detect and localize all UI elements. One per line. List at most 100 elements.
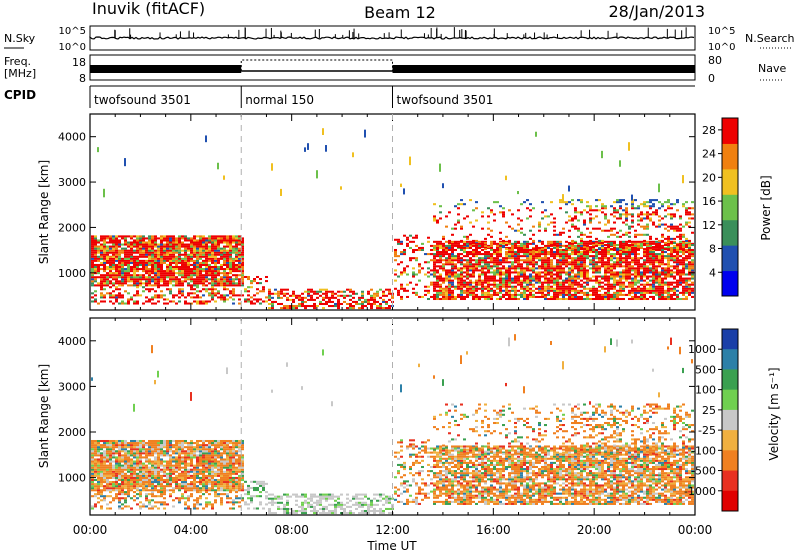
data-cell <box>502 207 505 209</box>
data-cell <box>166 303 169 305</box>
data-cell <box>214 268 217 270</box>
data-cell <box>634 271 637 273</box>
data-cell <box>187 268 190 270</box>
data-cell <box>97 264 100 266</box>
data-cell <box>622 282 625 284</box>
data-cell <box>190 292 193 294</box>
data-cell <box>670 276 673 278</box>
data-cell <box>262 286 265 288</box>
data-cell <box>124 303 127 305</box>
data-cell <box>466 271 469 273</box>
data-cell <box>508 251 511 253</box>
data-cell <box>184 268 187 270</box>
data-cell <box>661 273 664 275</box>
data-cell <box>538 255 541 257</box>
data-cell <box>142 286 145 288</box>
data-cell <box>193 282 196 284</box>
data-cell <box>190 284 193 286</box>
data-cell <box>91 487 94 489</box>
data-cell <box>691 253 694 255</box>
data-cell <box>523 261 526 263</box>
data-cell <box>334 303 337 305</box>
data-cell <box>598 209 601 211</box>
data-cell <box>115 248 118 250</box>
data-cell <box>121 487 124 489</box>
data-cell <box>142 483 145 485</box>
data-cell <box>637 261 640 263</box>
data-cell <box>607 288 610 290</box>
data-cell <box>496 298 499 300</box>
data-cell <box>547 290 550 292</box>
data-cell <box>163 280 166 282</box>
data-cell <box>190 280 193 282</box>
data-cell <box>109 440 112 442</box>
data-cell <box>124 493 127 495</box>
data-cell <box>157 274 160 276</box>
data-cell <box>121 491 124 493</box>
data-cell <box>586 273 589 275</box>
data-cell <box>109 294 112 296</box>
data-cell <box>559 286 562 288</box>
data-cell <box>148 278 151 280</box>
data-cell <box>505 255 508 257</box>
data-cell <box>481 269 484 271</box>
data-cell <box>142 442 145 444</box>
data-cell <box>592 259 595 261</box>
data-cell <box>649 280 652 282</box>
data-cell <box>124 237 127 239</box>
data-cell <box>661 269 664 271</box>
data-cell <box>436 294 439 296</box>
data-cell <box>580 271 583 273</box>
data-cell <box>691 213 694 215</box>
data-cell <box>100 467 103 469</box>
data-cell <box>190 237 193 239</box>
data-cell <box>412 251 415 253</box>
data-cell <box>235 264 238 266</box>
data-cell <box>481 286 484 288</box>
data-cell <box>139 491 142 493</box>
data-cell <box>217 237 220 239</box>
data-cell <box>649 253 652 255</box>
data-cell <box>97 491 100 493</box>
data-cell <box>94 246 97 248</box>
data-cell <box>94 475 97 477</box>
data-cell <box>235 256 238 258</box>
data-cell <box>586 265 589 267</box>
data-cell <box>223 274 226 276</box>
data-cell <box>91 469 94 471</box>
data-cell <box>130 256 133 258</box>
data-cell <box>577 228 580 230</box>
data-cell <box>418 249 421 251</box>
data-cell <box>214 288 217 290</box>
data-cell <box>613 282 616 284</box>
data-cell <box>157 246 160 248</box>
data-cell <box>664 284 667 286</box>
data-cell <box>475 280 478 282</box>
data-cell <box>436 245 439 247</box>
data-cell <box>133 404 135 412</box>
data-cell <box>610 259 613 261</box>
data-cell <box>559 246 562 248</box>
data-cell <box>688 245 691 247</box>
data-cell <box>631 278 634 280</box>
data-cell <box>220 266 223 268</box>
data-cell <box>154 260 157 262</box>
data-cell <box>268 297 271 299</box>
data-cell <box>493 201 496 203</box>
data-cell <box>205 272 208 274</box>
data-cell <box>505 278 508 280</box>
data-cell <box>115 473 118 475</box>
data-cell <box>94 479 97 481</box>
data-cell <box>490 257 493 259</box>
data-cell <box>514 288 517 290</box>
data-cell <box>103 475 106 477</box>
data-cell <box>145 278 148 280</box>
data-cell <box>352 297 355 299</box>
data-cell <box>121 458 124 460</box>
data-cell <box>139 485 142 487</box>
data-cell <box>148 272 151 274</box>
data-cell <box>349 307 352 309</box>
data-cell <box>151 237 154 239</box>
data-cell <box>97 465 100 467</box>
data-cell <box>565 201 568 203</box>
